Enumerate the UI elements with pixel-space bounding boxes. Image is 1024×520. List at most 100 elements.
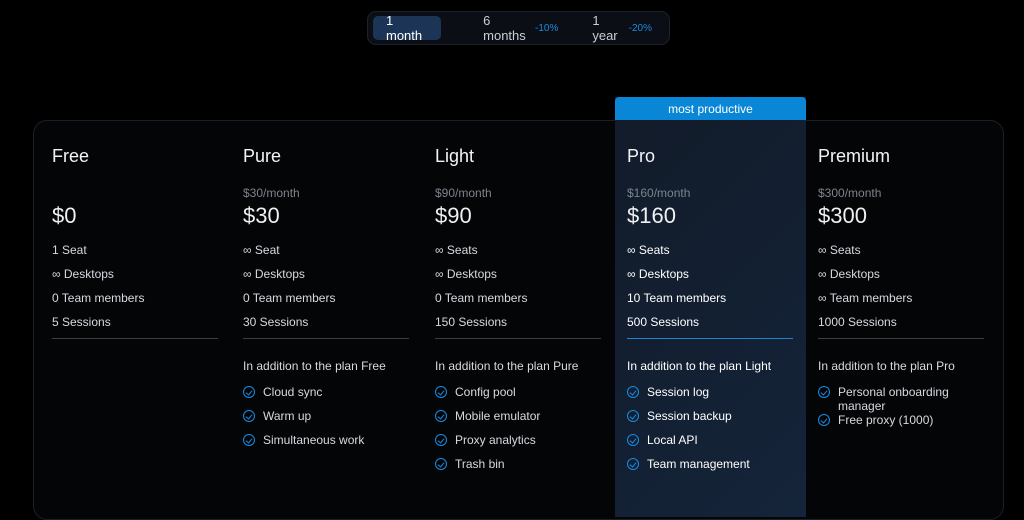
plan-feature: 1 Seat [52,243,87,257]
addition-heading: In addition to the plan Light [627,359,772,373]
check-circle-icon [435,458,447,470]
plan-free: Free $0 1 Seat ∞ Desktops 0 Team members 5 S… [52,146,218,339]
plan-price: $30 [243,203,280,228]
pricing-table [33,120,1004,520]
plan-name: Pure [243,146,282,166]
period-label: 1 year [592,13,618,43]
addition-heading: In addition to the plan Pro [818,359,955,373]
discount-badge: -20% [628,22,652,34]
plan-feature: ∞ Seats [627,243,670,257]
check-circle-icon [627,386,639,398]
check-circle-icon [627,434,639,446]
extra-feature-label: Session log [647,385,710,399]
extra-feature-label: Warm up [263,409,312,423]
extra-feature: Simultaneous work [243,433,409,457]
extra-feature: Trash bin [435,457,601,481]
period-label: 1 month [386,13,423,43]
divider [435,338,601,339]
period-1-month[interactable]: 1 month [373,13,442,43]
pro-highlight [615,97,806,517]
price-per-month: $300/month [818,186,882,200]
plan-price: $160 [627,203,676,228]
check-circle-icon [627,458,639,470]
plan-light: Light $90/month $90 ∞ Seats ∞ Desktops 0 Te… [435,146,601,481]
extra-feature-label: Proxy analytics [455,433,536,447]
plan-name: Free [52,146,90,166]
plan-feature: ∞ Desktops [52,267,114,281]
period-6-months[interactable]: 6 months -10% [471,13,570,43]
most-productive-badge: most productive [615,97,806,120]
plan-feature: 5 Sessions [52,315,111,329]
plan-feature: 150 Sessions [435,315,508,329]
check-circle-icon [435,386,447,398]
divider [818,338,984,339]
check-circle-icon [243,410,255,422]
extra-feature-label: Cloud sync [263,385,323,399]
divider [627,338,793,339]
plan-feature: 500 Sessions [627,315,700,329]
period-label: 6 months [483,13,526,43]
plan-feature: ∞ Seats [818,243,861,257]
price-per-month: $30/month [243,186,300,200]
plan-price: $0 [52,203,77,228]
discount-badge: -10% [534,22,559,34]
check-circle-icon [818,414,830,426]
extra-feature-label: Mobile emulator [455,409,541,423]
plan-pure: Pure $30/month $30 ∞ Seat ∞ Desktops 0 Team… [243,146,409,457]
check-circle-icon [435,434,447,446]
plan-price: $300 [818,203,867,228]
check-circle-icon [243,434,255,446]
plan-name: Pro [627,146,656,166]
extra-feature-label: Free proxy (1000) [838,413,934,427]
plan-price: $90 [435,203,472,228]
plan-pro: Pro $160/month $160 ∞ Seats ∞ Desktops 10 T… [627,146,793,481]
extra-feature: Session backup [627,409,793,433]
plan-premium: Premium $300/month $300 ∞ Seats ∞ Desktops… [818,146,984,437]
extra-feature-label: Personal onboarding manager [838,385,949,413]
plan-feature: ∞ Seat [243,243,280,257]
plan-name: Light [435,146,475,166]
plan-feature: 0 Team members [435,291,528,305]
extra-feature: Proxy analytics [435,433,601,457]
check-circle-icon [243,386,255,398]
period-1-year[interactable]: 1 year -20% [580,13,664,43]
extra-feature-label: Simultaneous work [263,433,365,447]
plan-feature: ∞ Team members [818,291,913,305]
plan-feature: ∞ Desktops [627,267,689,281]
plan-feature: 30 Sessions [243,315,309,329]
extra-feature-label: Trash bin [455,457,505,471]
plan-feature: ∞ Desktops [435,267,497,281]
price-per-month [52,186,218,201]
check-circle-icon [627,410,639,422]
extra-feature: Local API [627,433,793,457]
billing-period-toggle: 1 month 6 months -10% 1 year -20% [367,11,670,45]
extra-feature: Session log [627,385,793,409]
extra-feature-label: Local API [647,433,698,447]
extra-feature-label: Session backup [647,409,732,423]
extra-feature-label: Team management [647,457,750,471]
plan-feature: 0 Team members [243,291,336,305]
extra-feature: Personal onboarding manager [818,385,984,413]
extra-feature: Config pool [435,385,601,409]
plan-feature: ∞ Desktops [243,267,305,281]
extra-feature-label: Config pool [455,385,516,399]
price-per-month: $90/month [435,186,492,200]
extra-feature: Mobile emulator [435,409,601,433]
extra-feature: Warm up [243,409,409,433]
extra-feature: Free proxy (1000) [818,413,984,437]
addition-heading: In addition to the plan Pure [435,359,579,373]
plan-feature: 10 Team members [627,291,727,305]
price-per-month: $160/month [627,186,691,200]
plan-feature: 0 Team members [52,291,145,305]
extra-feature: Cloud sync [243,385,409,409]
check-circle-icon [435,410,447,422]
plan-feature: ∞ Seats [435,243,478,257]
plan-feature: 1000 Sessions [818,315,897,329]
plan-name: Premium [818,146,891,166]
extra-feature: Team management [627,457,793,481]
addition-heading: In addition to the plan Free [243,359,386,373]
check-circle-icon [818,386,830,398]
divider [243,338,409,339]
divider [52,338,218,339]
plan-feature: ∞ Desktops [818,267,880,281]
